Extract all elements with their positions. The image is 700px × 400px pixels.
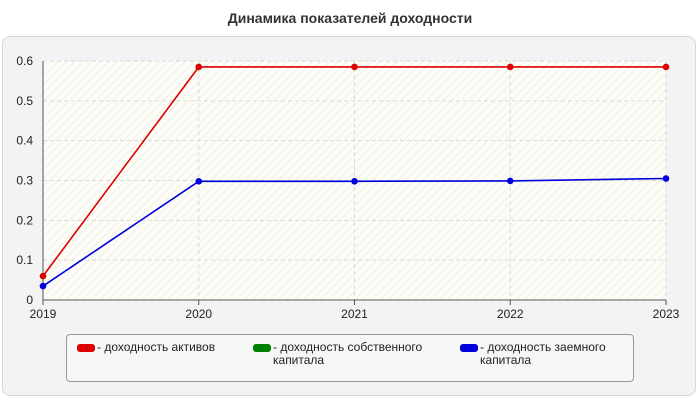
data-point-2 <box>662 175 670 182</box>
chart-plot: 0 0.1 0.2 0.3 0.4 0.5 0.6 2019 2020 2021 2022 2023 <box>16 54 680 321</box>
data-point-0 <box>662 63 670 71</box>
x-tick-label: 2022 <box>497 307 524 321</box>
y-tick-label: 0.2 <box>16 213 33 227</box>
legend-item-assets: - доходность активов <box>77 341 262 354</box>
legend-label-assets: - доходность активов <box>97 340 216 354</box>
data-point-0 <box>351 63 358 71</box>
chart-title: Динамика показателей доходности <box>227 10 473 26</box>
y-tick-label: 0.4 <box>16 134 33 148</box>
data-point-0 <box>195 63 203 71</box>
legend-item-debt: - доходность заемного капитала <box>460 341 645 367</box>
data-point-0 <box>506 63 514 71</box>
y-tick-label: 0.6 <box>16 54 33 68</box>
legend-label-debt: - доходность заемного капитала <box>480 340 606 367</box>
y-tick-label: 0 <box>26 293 33 307</box>
legend-swatch-assets <box>77 344 95 352</box>
data-point-2 <box>506 177 514 185</box>
legend-swatch-equity <box>253 344 271 352</box>
x-tick-label: 2021 <box>341 307 368 321</box>
chart-legend: - доходность активов - доходность собств… <box>66 334 634 382</box>
x-tick-label: 2019 <box>30 307 57 321</box>
y-tick-label: 0.1 <box>16 253 33 267</box>
y-tick-label: 0.3 <box>16 174 33 188</box>
data-point-2 <box>195 177 203 185</box>
legend-label-equity: - доходность собственного капитала <box>273 340 423 367</box>
legend-swatch-debt <box>460 344 478 352</box>
y-tick-label: 0.5 <box>16 94 33 108</box>
legend-item-equity: - доходность собственного капитала <box>253 341 438 367</box>
data-point-2 <box>351 177 358 185</box>
data-point-0 <box>39 272 47 280</box>
x-tick-label: 2023 <box>653 307 680 321</box>
x-tick-label: 2020 <box>185 307 212 321</box>
data-point-2 <box>39 282 47 290</box>
